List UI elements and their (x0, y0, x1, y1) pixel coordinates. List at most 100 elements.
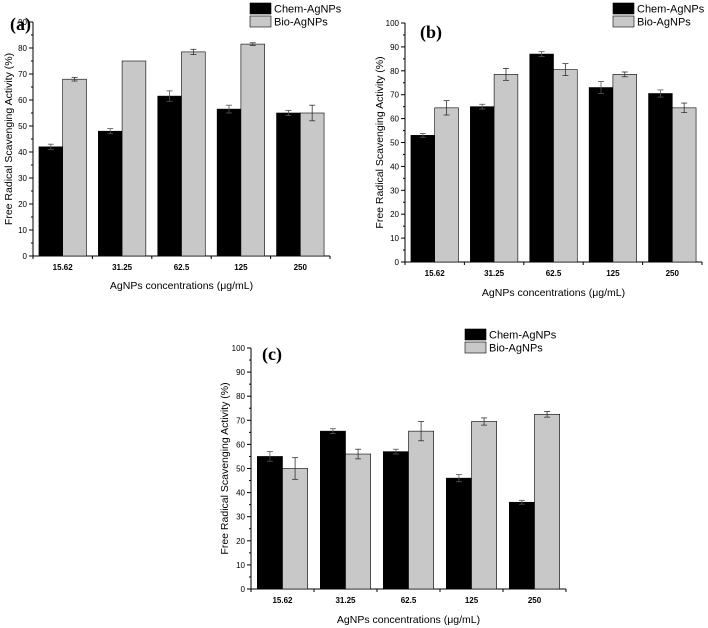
y-axis-title: Free Radical Scavenging Activity (%) (3, 53, 15, 225)
y-tick-label: 60 (18, 96, 27, 105)
y-tick-label: 60 (390, 115, 399, 124)
bar-bio-agnps (345, 453, 372, 590)
y-tick-label: 0 (23, 252, 28, 261)
legend-swatch-chem (249, 2, 272, 15)
y-tick-label: 90 (18, 18, 27, 27)
y-tick-label: 30 (18, 174, 27, 183)
y-tick-label: 70 (18, 70, 27, 79)
chart-b: 0 10 20 30 40 50 60 70 80 90 100 15.62 31.25 62.5 125 2… (374, 2, 705, 299)
x-tick-label: 125 (234, 263, 248, 272)
x-tick-label: 15.62 (425, 269, 446, 278)
x-axis-title: AgNPs concentrations (μg/mL) (482, 287, 625, 299)
y-tick-label: 90 (236, 368, 245, 377)
y-axis-title: Free Radical Scavenging Activity (%) (219, 382, 231, 554)
y-tick-label: 40 (390, 162, 399, 171)
x-tick-label: 62.5 (546, 269, 562, 278)
x-tick-label: 250 (294, 263, 308, 272)
bar-chem-agnps (529, 53, 554, 263)
y-tick-label: 60 (236, 440, 245, 449)
y-tick-label: 50 (390, 139, 399, 148)
bar-bio-agnps (553, 69, 578, 263)
panel-label: (a) (10, 14, 31, 35)
x-tick-label: 62.5 (401, 596, 417, 605)
y-tick-label: 80 (390, 67, 399, 76)
bar-bio-agnps (671, 107, 697, 263)
legend-swatch-bio (464, 341, 487, 354)
x-tick-label: 15.62 (272, 596, 293, 605)
y-tick-label: 30 (390, 186, 399, 195)
y-tick-label: 50 (18, 122, 27, 131)
legend-swatch-bio (249, 15, 272, 28)
y-tick-label: 10 (236, 561, 245, 570)
y-tick-label: 50 (236, 465, 245, 474)
legend-label-chem: Chem-AgNPs (489, 330, 557, 342)
legend-swatch-chem (612, 2, 635, 15)
x-tick-label: 31.25 (484, 269, 505, 278)
legend-label-bio: Bio-AgNPs (637, 17, 691, 29)
y-tick-label: 10 (390, 234, 399, 243)
bar-chem-agnps (410, 135, 436, 263)
bar-chem-agnps (508, 501, 535, 590)
x-tick-label: 62.5 (174, 263, 190, 272)
bar-chem-agnps (588, 87, 614, 263)
y-tick-label: 0 (395, 258, 400, 267)
legend-swatch-chem (464, 328, 487, 341)
bar-chem-agnps (382, 451, 409, 590)
x-tick-label: 250 (528, 596, 542, 605)
bar-bio-agnps (471, 421, 498, 590)
bar-bio-agnps (434, 107, 459, 263)
bar-chem-agnps (256, 456, 283, 590)
bar-bio-agnps (408, 430, 435, 590)
bar-chem-agnps (276, 112, 301, 257)
bar-bio-agnps (121, 60, 147, 257)
bar-bio-agnps (181, 51, 206, 257)
bar-bio-agnps (62, 78, 87, 257)
y-tick-label: 80 (18, 44, 27, 53)
legend-swatch-bio (612, 15, 635, 28)
bar-chem-agnps (445, 477, 472, 590)
bar-bio-agnps (612, 74, 637, 263)
bar-bio-agnps (240, 43, 265, 257)
x-tick-label: 125 (606, 269, 620, 278)
bar-chem-agnps (38, 146, 63, 257)
chart-c: 0 10 20 30 40 50 60 70 80 90 100 15.62 31.25 62.5 125 2… (219, 328, 567, 626)
x-axis-title: AgNPs concentrations (μg/mL) (337, 614, 480, 626)
panel-label: (c) (262, 344, 282, 365)
y-tick-label: 20 (390, 210, 399, 219)
legend-label-bio: Bio-AgNPs (489, 343, 543, 355)
x-tick-label: 250 (666, 269, 680, 278)
panel-label: (b) (420, 22, 442, 43)
x-tick-label: 31.25 (112, 263, 133, 272)
y-tick-label: 40 (18, 148, 27, 157)
y-tick-label: 20 (236, 537, 245, 546)
bar-chem-agnps (648, 93, 673, 263)
bar-chem-agnps (216, 108, 242, 257)
legend-label-chem: Chem-AgNPs (637, 4, 705, 16)
bar-bio-agnps (534, 413, 561, 590)
y-tick-label: 20 (18, 200, 27, 209)
chart-a: 0 10 20 30 40 50 60 70 80 90 15.62 31.25 62.5 125 250 A… (3, 2, 342, 292)
x-axis-title: AgNPs concentrations (μg/mL) (110, 280, 253, 292)
y-tick-label: 90 (390, 43, 399, 52)
y-tick-label: 80 (236, 392, 245, 401)
bar-chem-agnps (319, 430, 346, 590)
y-tick-label: 40 (236, 489, 245, 498)
legend-label-chem: Chem-AgNPs (274, 4, 342, 16)
y-tick-label: 70 (236, 416, 245, 425)
x-tick-label: 125 (465, 596, 479, 605)
y-tick-label: 70 (390, 91, 399, 100)
bar-bio-agnps (299, 112, 325, 257)
x-tick-label: 15.62 (53, 263, 74, 272)
y-tick-label: 100 (386, 19, 400, 28)
y-tick-label: 10 (18, 226, 27, 235)
y-tick-label: 0 (241, 585, 246, 594)
bar-chem-agnps (157, 95, 182, 257)
bar-chem-agnps (470, 106, 495, 263)
bar-bio-agnps (282, 468, 309, 590)
bar-chem-agnps (98, 130, 123, 257)
bar-bio-agnps (493, 74, 519, 263)
x-tick-label: 31.25 (335, 596, 356, 605)
y-tick-label: 100 (232, 344, 246, 353)
legend-label-bio: Bio-AgNPs (274, 17, 328, 29)
